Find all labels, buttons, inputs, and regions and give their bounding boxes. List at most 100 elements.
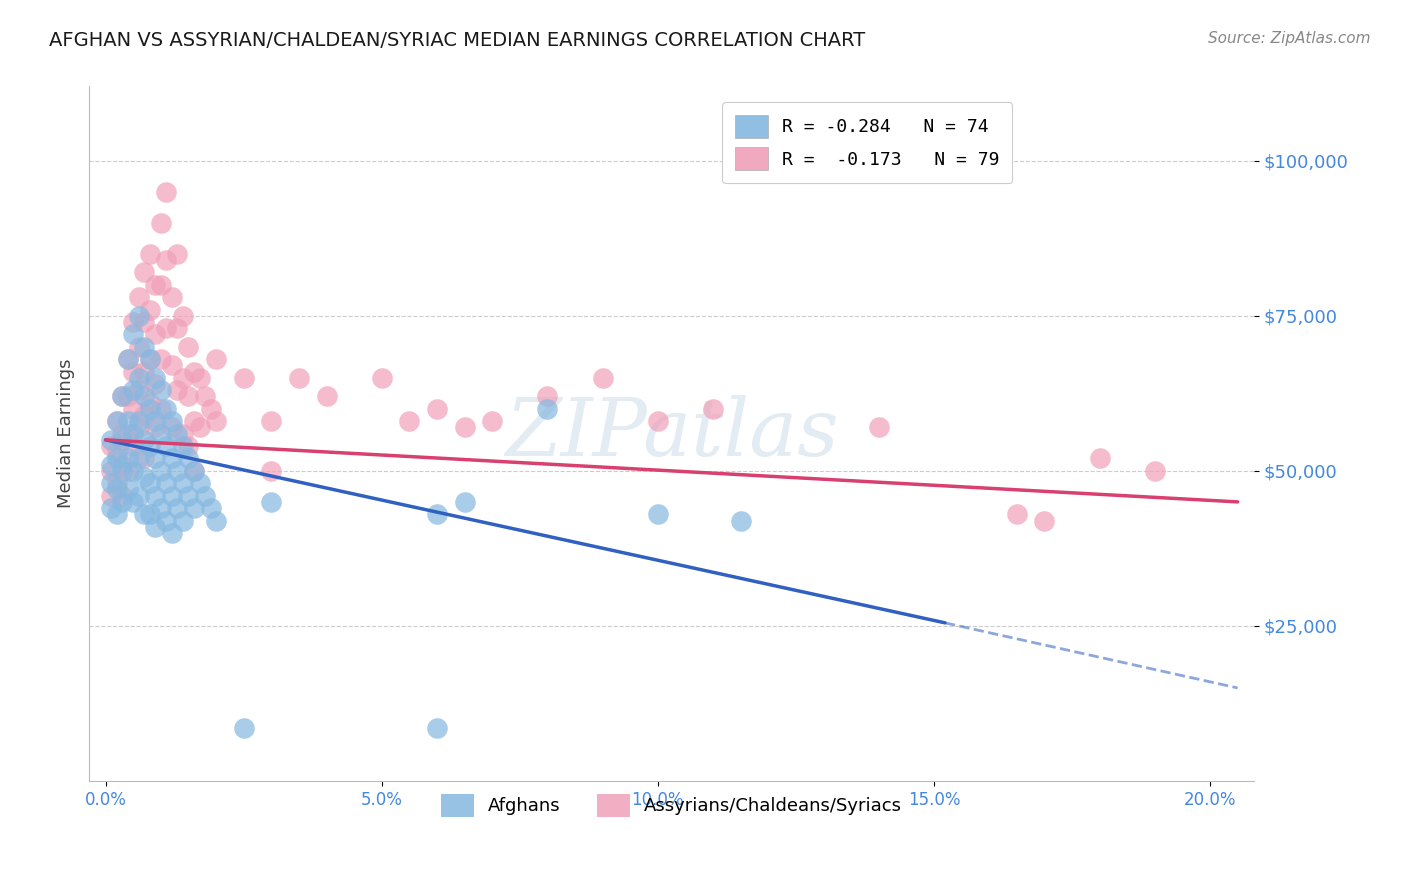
Point xyxy=(122,327,145,342)
Text: AFGHAN VS ASSYRIAN/CHALDEAN/SYRIAC MEDIAN EARNINGS CORRELATION CHART: AFGHAN VS ASSYRIAN/CHALDEAN/SYRIAC MEDIA… xyxy=(49,31,866,50)
Point xyxy=(100,489,122,503)
Point xyxy=(105,476,128,491)
Point xyxy=(139,401,162,416)
Point xyxy=(166,247,188,261)
Point xyxy=(149,426,172,441)
Point xyxy=(188,420,211,434)
Point xyxy=(100,476,122,491)
Point xyxy=(139,302,162,317)
Point xyxy=(128,340,150,354)
Point xyxy=(100,464,122,478)
Point xyxy=(105,414,128,428)
Point xyxy=(536,389,558,403)
Point xyxy=(166,321,188,335)
Point xyxy=(188,476,211,491)
Point xyxy=(111,458,134,472)
Point xyxy=(100,439,122,453)
Point xyxy=(160,525,183,540)
Point xyxy=(155,439,177,453)
Point xyxy=(160,414,183,428)
Point xyxy=(149,501,172,516)
Point xyxy=(868,420,890,434)
Point xyxy=(117,389,139,403)
Point xyxy=(160,451,183,466)
Point xyxy=(188,371,211,385)
Point xyxy=(200,501,222,516)
Point xyxy=(183,501,205,516)
Point xyxy=(122,426,145,441)
Point xyxy=(117,464,139,478)
Point xyxy=(426,508,449,522)
Point xyxy=(134,433,156,447)
Point xyxy=(426,401,449,416)
Point xyxy=(453,420,475,434)
Point xyxy=(128,414,150,428)
Point xyxy=(177,439,200,453)
Point xyxy=(105,414,128,428)
Point xyxy=(128,384,150,398)
Point xyxy=(453,495,475,509)
Point xyxy=(155,185,177,199)
Point xyxy=(205,414,228,428)
Point xyxy=(177,389,200,403)
Point xyxy=(134,365,156,379)
Point xyxy=(194,489,217,503)
Point xyxy=(232,371,254,385)
Point xyxy=(111,389,134,403)
Point xyxy=(1088,451,1111,466)
Point xyxy=(1143,464,1166,478)
Point xyxy=(149,464,172,478)
Point xyxy=(111,426,134,441)
Point xyxy=(205,514,228,528)
Point xyxy=(105,508,128,522)
Point xyxy=(315,389,337,403)
Point xyxy=(100,501,122,516)
Point xyxy=(166,426,188,441)
Point xyxy=(143,327,166,342)
Point xyxy=(100,433,122,447)
Point xyxy=(100,458,122,472)
Point xyxy=(149,352,172,367)
Point xyxy=(155,321,177,335)
Point xyxy=(172,476,194,491)
Point xyxy=(172,371,194,385)
Point xyxy=(111,389,134,403)
Point xyxy=(143,414,166,428)
Point xyxy=(122,495,145,509)
Point xyxy=(128,451,150,466)
Point xyxy=(128,489,150,503)
Point xyxy=(260,464,283,478)
Point xyxy=(111,433,134,447)
Point xyxy=(128,309,150,323)
Point xyxy=(200,401,222,416)
Point xyxy=(730,514,752,528)
Point xyxy=(160,489,183,503)
Point xyxy=(128,290,150,304)
Point xyxy=(166,384,188,398)
Point xyxy=(122,464,145,478)
Point xyxy=(647,508,669,522)
Point xyxy=(172,439,194,453)
Point xyxy=(105,483,128,497)
Point xyxy=(134,408,156,422)
Point xyxy=(172,514,194,528)
Point xyxy=(177,451,200,466)
Point xyxy=(481,414,503,428)
Point xyxy=(139,439,162,453)
Point xyxy=(105,445,128,459)
Point xyxy=(160,359,183,373)
Point xyxy=(117,414,139,428)
Point xyxy=(149,384,172,398)
Point xyxy=(134,265,156,279)
Point xyxy=(183,414,205,428)
Point xyxy=(122,315,145,329)
Point xyxy=(128,420,150,434)
Point xyxy=(134,315,156,329)
Point xyxy=(371,371,394,385)
Point xyxy=(183,464,205,478)
Point xyxy=(117,352,139,367)
Point xyxy=(183,365,205,379)
Point xyxy=(149,216,172,230)
Text: ZIPatlas: ZIPatlas xyxy=(505,395,838,473)
Point xyxy=(592,371,614,385)
